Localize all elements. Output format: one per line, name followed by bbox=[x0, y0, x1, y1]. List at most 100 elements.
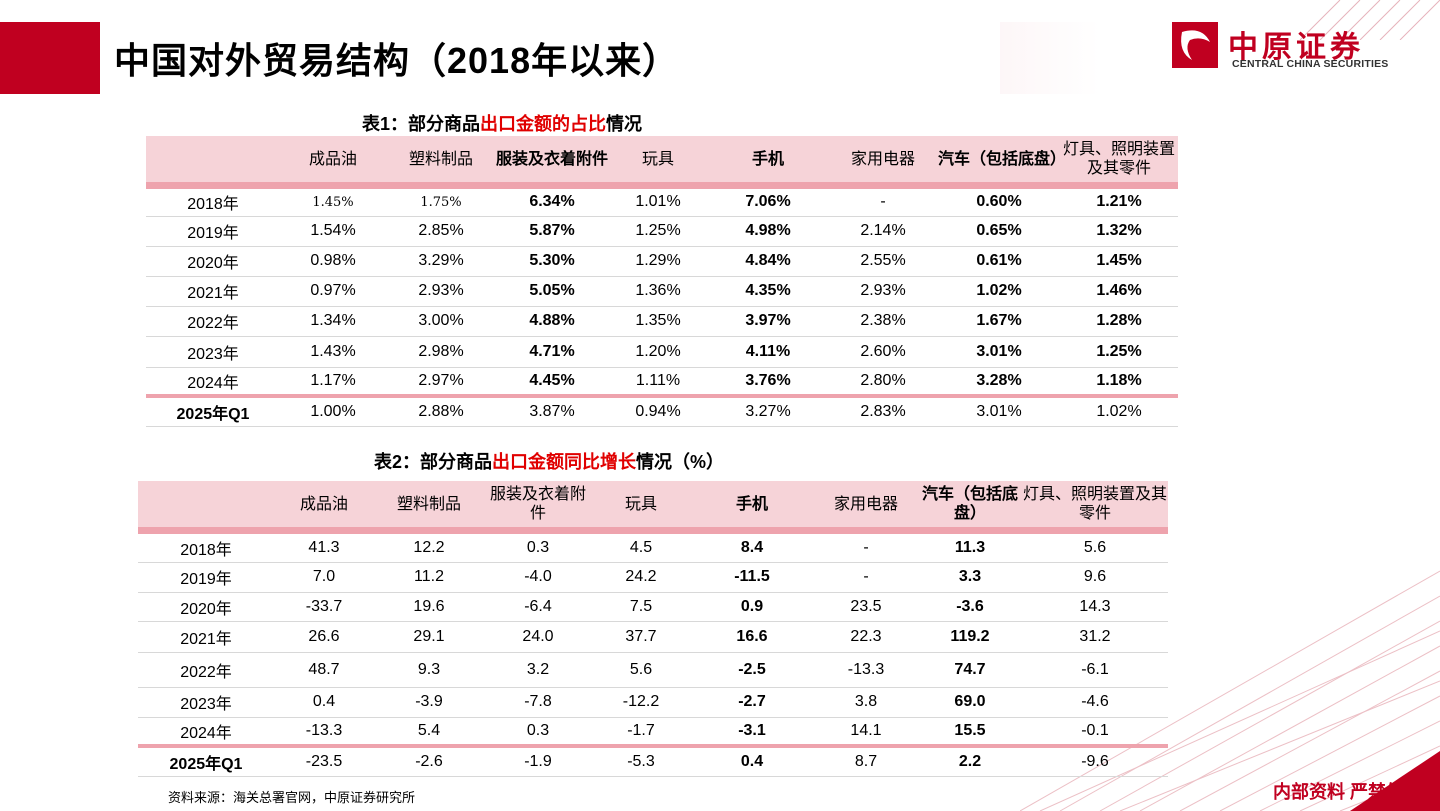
table-cell: 69.0 bbox=[918, 687, 1022, 718]
table-cell: 1.36% bbox=[608, 276, 708, 307]
table1-header-cell: 汽车（包括底盘） bbox=[938, 136, 1066, 182]
table-row: 2019年 7.0 11.2 -4.0 24.2 -11.5 - 3.3 9.6 bbox=[138, 562, 1168, 593]
table-cell: 16.6 bbox=[690, 621, 814, 653]
table-cell: -6.1 bbox=[1022, 652, 1168, 688]
table-cell: 2.93% bbox=[828, 276, 938, 307]
table-cell: 3.01% bbox=[938, 394, 1060, 427]
table-cell: 2.80% bbox=[828, 367, 938, 397]
table-cell: 6.34% bbox=[496, 189, 608, 217]
table-row: 2020年 -33.7 19.6 -6.4 7.5 0.9 23.5 -3.6 … bbox=[138, 592, 1168, 622]
table-cell: 1.20% bbox=[608, 336, 708, 368]
table-cell: 4.11% bbox=[708, 336, 828, 368]
table-cell: 9.3 bbox=[374, 652, 484, 688]
table2-header-cell: 手机 bbox=[690, 481, 814, 527]
table-cell: 9.6 bbox=[1022, 562, 1168, 593]
table-cell: 4.45% bbox=[496, 367, 608, 397]
table-cell: 2.97% bbox=[386, 367, 496, 397]
table-row: 2021年 26.6 29.1 24.0 37.7 16.6 22.3 119.… bbox=[138, 621, 1168, 653]
table-cell: 1.18% bbox=[1060, 367, 1178, 397]
table2-header-cell: 塑料制品 bbox=[374, 481, 484, 527]
table-cell: 14.3 bbox=[1022, 592, 1168, 622]
table-row: 2025年Q1 -23.5 -2.6 -1.9 -5.3 0.4 8.7 2.2… bbox=[138, 744, 1168, 777]
table-cell: 4.98% bbox=[708, 216, 828, 247]
table-cell: 1.25% bbox=[608, 216, 708, 247]
table-cell: 24.2 bbox=[592, 562, 690, 593]
table-cell: 48.7 bbox=[274, 652, 374, 688]
table-cell: 2.93% bbox=[386, 276, 496, 307]
table-cell: -13.3 bbox=[814, 652, 918, 688]
table-cell: 2.14% bbox=[828, 216, 938, 247]
table-cell: 1.00% bbox=[280, 394, 386, 427]
table1-export-share: 成品油 塑料制品 服装及衣着附件 玩具 手机 家用电器 汽车（包括底盘） 灯具、… bbox=[146, 136, 1178, 427]
table-cell: 3.00% bbox=[386, 306, 496, 337]
table2-header-cell bbox=[138, 481, 274, 527]
table-cell: -7.8 bbox=[484, 687, 592, 718]
table-cell: 4.5 bbox=[592, 534, 690, 563]
table-cell: 3.29% bbox=[386, 246, 496, 277]
table-cell: 7.06% bbox=[708, 189, 828, 217]
table-cell: -2.5 bbox=[690, 652, 814, 688]
table-cell: 8.4 bbox=[690, 534, 814, 563]
table-cell: -6.4 bbox=[484, 592, 592, 622]
table-cell: -9.6 bbox=[1022, 744, 1168, 777]
table-cell: 74.7 bbox=[918, 652, 1022, 688]
table-cell: 1.35% bbox=[608, 306, 708, 337]
table2-header-cell: 家用电器 bbox=[814, 481, 918, 527]
table-cell: 5.6 bbox=[592, 652, 690, 688]
table-row: 2018年 41.3 12.2 0.3 4.5 8.4 - 11.3 5.6 bbox=[138, 534, 1168, 563]
table-cell: -1.9 bbox=[484, 744, 592, 777]
table-cell: - bbox=[828, 189, 938, 217]
table-cell: 5.4 bbox=[374, 717, 484, 747]
table-row: 2019年 1.54% 2.85% 5.87% 1.25% 4.98% 2.14… bbox=[146, 216, 1178, 247]
table-cell: -13.3 bbox=[274, 717, 374, 747]
table-cell: 2023年 bbox=[146, 336, 280, 368]
table-row: 2023年 0.4 -3.9 -7.8 -12.2 -2.7 3.8 69.0 … bbox=[138, 687, 1168, 718]
table-cell: 14.1 bbox=[814, 717, 918, 747]
table-cell: 23.5 bbox=[814, 592, 918, 622]
table-cell: 2022年 bbox=[138, 652, 274, 688]
table-cell: -1.7 bbox=[592, 717, 690, 747]
table-cell: 0.98% bbox=[280, 246, 386, 277]
table-cell: 119.2 bbox=[918, 621, 1022, 653]
table-cell: -11.5 bbox=[690, 562, 814, 593]
decorative-lines-bottom bbox=[1020, 570, 1440, 811]
table-row: 2025年Q1 1.00% 2.88% 3.87% 0.94% 3.27% 2.… bbox=[146, 394, 1178, 427]
table-cell: -2.7 bbox=[690, 687, 814, 718]
table-cell: - bbox=[814, 562, 918, 593]
table-cell: 29.1 bbox=[374, 621, 484, 653]
table-cell: 0.94% bbox=[608, 394, 708, 427]
table2-header-cell: 汽车（包括底盘） bbox=[918, 481, 1022, 527]
table2-caption-suffix: 情况（%） bbox=[636, 452, 725, 472]
table2-header-cell: 成品油 bbox=[274, 481, 374, 527]
table-cell: 3.97% bbox=[708, 306, 828, 337]
table-cell: 1.45% bbox=[1060, 246, 1178, 277]
table-cell: 0.60% bbox=[938, 189, 1060, 217]
table-cell: 2022年 bbox=[146, 306, 280, 337]
title-bar-accent bbox=[0, 22, 100, 94]
table-cell: 3.8 bbox=[814, 687, 918, 718]
table1-header-cell: 塑料制品 bbox=[386, 136, 496, 182]
table-row: 2024年 1.17% 2.97% 4.45% 1.11% 3.76% 2.80… bbox=[146, 367, 1178, 397]
table-cell: 1.67% bbox=[938, 306, 1060, 337]
table-cell: 4.88% bbox=[496, 306, 608, 337]
table2-header-cell: 灯具、照明装置及其零件 bbox=[1022, 481, 1168, 527]
table2-caption-prefix: 表2：部分商品 bbox=[374, 452, 493, 472]
table-cell: -3.1 bbox=[690, 717, 814, 747]
table-cell: 1.17% bbox=[280, 367, 386, 397]
logo-english-name: CENTRAL CHINA SECURITIES bbox=[1232, 58, 1389, 70]
table-cell: 2024年 bbox=[146, 367, 280, 397]
table-cell: 1.02% bbox=[1060, 394, 1178, 427]
table-cell: -12.2 bbox=[592, 687, 690, 718]
confidential-stamp: 内部资料 严禁外传 bbox=[1272, 782, 1422, 802]
table-row: 2022年 1.34% 3.00% 4.88% 1.35% 3.97% 2.38… bbox=[146, 306, 1178, 337]
table-row: 2021年 0.97% 2.93% 5.05% 1.36% 4.35% 2.93… bbox=[146, 276, 1178, 307]
logo-mark-icon bbox=[1172, 22, 1218, 68]
table-cell: -2.6 bbox=[374, 744, 484, 777]
table1-header-cell bbox=[146, 136, 280, 182]
table-cell: 1.32% bbox=[1060, 216, 1178, 247]
table-cell: -23.5 bbox=[274, 744, 374, 777]
table-cell: 11.3 bbox=[918, 534, 1022, 563]
table-cell: 3.27% bbox=[708, 394, 828, 427]
table1-header-cell: 手机 bbox=[708, 136, 828, 182]
table-cell: 2021年 bbox=[146, 276, 280, 307]
